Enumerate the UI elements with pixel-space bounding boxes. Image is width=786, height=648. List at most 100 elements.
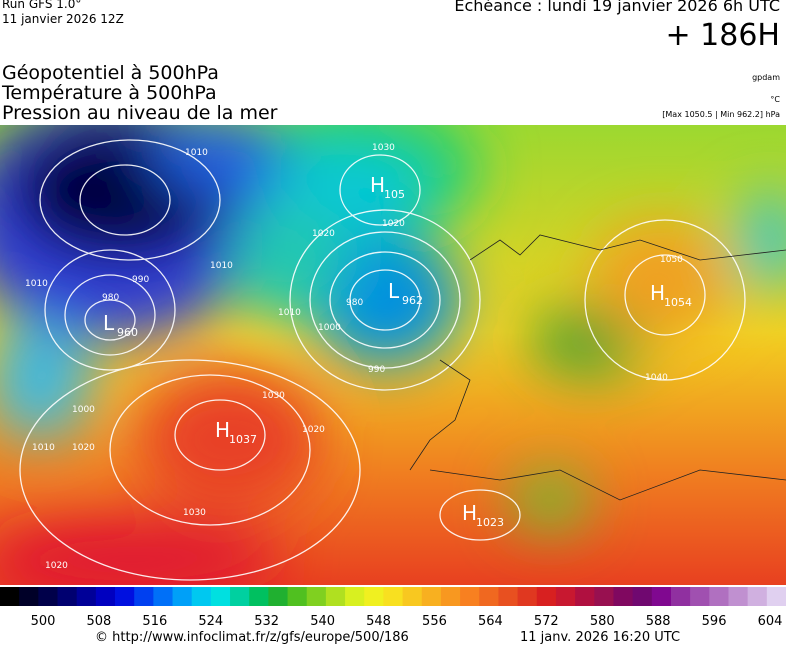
colorbar-swatch — [172, 587, 193, 606]
isobar-label: 980 — [346, 298, 363, 308]
colorbar-swatch — [115, 587, 135, 606]
isobar-label: 1020 — [382, 219, 405, 229]
title: Pression au niveau de la mer — [2, 102, 278, 124]
colorbar-swatch — [268, 587, 289, 606]
isobar-label: 990 — [368, 365, 385, 375]
colorbar-swatch — [709, 587, 729, 606]
colorbar-swatch — [575, 587, 595, 606]
unit-label: gpdam — [752, 73, 780, 82]
center-letter: L — [388, 279, 400, 303]
colorbar-swatch — [421, 587, 442, 606]
colorbar-swatch — [766, 587, 786, 606]
colorbar-swatch — [651, 587, 672, 606]
colorbar-swatch — [517, 587, 538, 606]
colorbar-swatch — [632, 587, 653, 606]
isobar-label: 1030 — [372, 143, 395, 153]
colorbar-label: 524 — [198, 614, 223, 629]
isobar-label: 1000 — [72, 405, 95, 415]
colorbar-swatch — [670, 587, 691, 606]
colorbar-swatch — [57, 587, 78, 606]
colorbar-swatch — [728, 587, 749, 606]
center-letter: H — [462, 501, 477, 525]
isobar-label: 1010 — [210, 261, 233, 271]
colorbar-swatch — [210, 587, 231, 606]
colorbar-swatch — [287, 587, 308, 606]
colorbar-label: 500 — [31, 614, 56, 629]
colorbar-swatch — [536, 587, 557, 606]
colorbar-swatch — [38, 587, 59, 606]
center-letter: H — [370, 173, 385, 197]
isobar-label: 1010 — [25, 279, 48, 289]
footer-source: © http://www.infoclimat.fr/z/gfs/europe/… — [95, 630, 409, 645]
colorbar-swatch — [325, 587, 346, 606]
center-value: 1054 — [664, 296, 692, 309]
title: Géopotentiel à 500hPa — [2, 62, 219, 84]
colorbar-swatch — [402, 587, 423, 606]
colorbar-swatch — [498, 587, 519, 606]
colorbar-label: 572 — [534, 614, 559, 629]
colorbar-swatch — [0, 587, 20, 606]
colorbar-swatch — [191, 587, 212, 606]
colorbar-swatch — [306, 587, 327, 606]
colorbar-swatch — [594, 587, 614, 606]
isobar-label: 1010 — [185, 148, 208, 158]
center-letter: L — [103, 311, 115, 335]
colorbar-swatch — [747, 587, 768, 606]
colorbar-swatch — [153, 587, 174, 606]
colorbar-label: 540 — [310, 614, 335, 629]
colorbar-swatch — [345, 587, 365, 606]
colorbar-label: 532 — [254, 614, 279, 629]
isobar-label: 1010 — [32, 443, 55, 453]
isobar-label: 1020 — [72, 443, 95, 453]
colorbar-label: 516 — [142, 614, 167, 629]
center-value: 960 — [117, 326, 138, 339]
colorbar-label: 556 — [422, 614, 447, 629]
colorbar-swatch — [95, 587, 116, 606]
colorbar-swatch — [460, 587, 480, 606]
colorbar-swatch — [76, 587, 97, 606]
isobar-label: 1000 — [318, 323, 341, 333]
isobar-label: 1020 — [312, 229, 335, 239]
isobar-label: 1020 — [302, 425, 325, 435]
center-value: 105 — [384, 188, 405, 201]
isobar-label: 980 — [102, 293, 119, 303]
colorbar-swatch — [383, 587, 404, 606]
colorbar-swatch — [249, 587, 269, 606]
colorbar-label: 588 — [646, 614, 671, 629]
run-date: 11 janvier 2026 12Z — [2, 12, 124, 26]
isobar-label: 1010 — [278, 308, 301, 318]
center-letter: H — [215, 418, 230, 442]
unit-label: °C — [770, 95, 780, 104]
colorbar-swatch — [555, 587, 576, 606]
lead-time: + 186H — [665, 18, 781, 53]
colorbar-swatch — [19, 587, 39, 606]
footer-time: 11 janv. 2026 16:20 UTC — [520, 630, 681, 645]
unit-label: [Max 1050.5 | Min 962.2] hPa — [662, 110, 780, 119]
colorbar-label: 596 — [702, 614, 727, 629]
colorbar-swatch — [479, 587, 499, 606]
colorbar-label: 548 — [366, 614, 391, 629]
valid-time: Echéance : lundi 19 janvier 2026 6h UTC — [454, 0, 780, 15]
isobar-label: 1040 — [645, 373, 668, 383]
colorbar-swatch — [230, 587, 250, 606]
isobar-label: 1030 — [262, 391, 285, 401]
colorbar-swatch — [134, 587, 154, 606]
center-value: 1023 — [476, 516, 504, 529]
colorbar-label: 508 — [87, 614, 112, 629]
center-value: 962 — [402, 294, 423, 307]
colorbar-swatch — [613, 587, 634, 606]
colorbar-swatch — [364, 587, 384, 606]
run-label: Run GFS 1.0° — [2, 0, 82, 11]
colorbar-label: 564 — [478, 614, 503, 629]
isobar-label: 1050 — [660, 255, 683, 265]
colorbar-label: 580 — [590, 614, 615, 629]
center-value: 1037 — [229, 433, 257, 446]
isobar-label: 1030 — [183, 508, 206, 518]
isobar-label: 990 — [132, 275, 149, 285]
colorbar-label: 604 — [758, 614, 783, 629]
center-letter: H — [650, 281, 665, 305]
title: Température à 500hPa — [2, 82, 217, 104]
isobar-label: 1020 — [45, 561, 68, 571]
